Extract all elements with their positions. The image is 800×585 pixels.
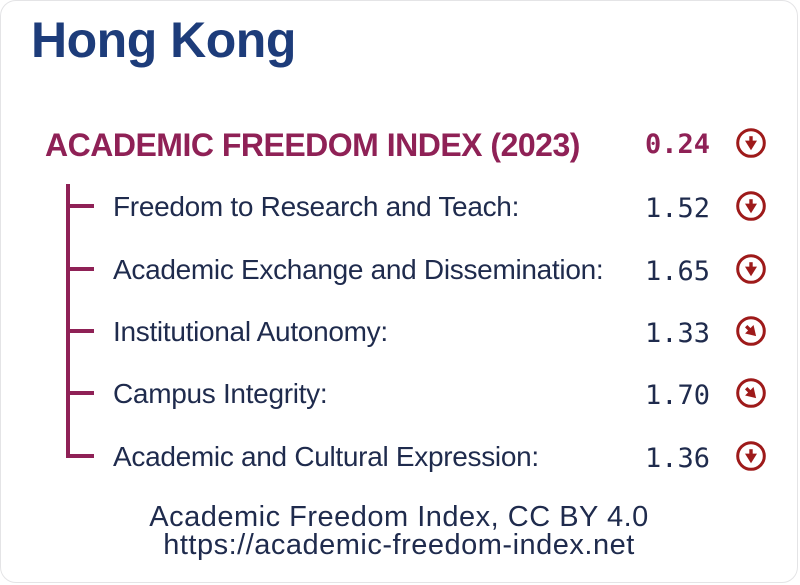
trend-down-icon — [735, 190, 767, 222]
country-title: Hong Kong — [31, 12, 296, 68]
indicator-value: 1.65 — [644, 256, 710, 287]
indicator-label: Academic Exchange and Dissemination: — [113, 254, 604, 285]
indicator-label: Freedom to Research and Teach: — [113, 191, 520, 222]
tree-tick — [66, 391, 94, 395]
indicator-label: Institutional Autonomy: — [113, 316, 388, 347]
trend-down-right-icon — [730, 310, 772, 352]
indicator-value: 1.33 — [644, 318, 710, 349]
attribution-license-text: Academic Freedom Index, CC BY 4.0 — [149, 501, 649, 533]
afi-header-value: 0.24 — [644, 129, 710, 160]
attribution-footer: Academic Freedom Index, CC BY 4.0 https:… — [1, 501, 797, 561]
indicator-label: Academic and Cultural Expression: — [113, 441, 539, 472]
indicator-value: 1.36 — [644, 443, 710, 474]
tree-tick — [66, 267, 94, 271]
trend-down-icon — [735, 127, 767, 159]
trend-down-icon — [735, 440, 767, 472]
tree-tick — [66, 329, 94, 333]
indicator-row: Freedom to Research and Teach: 1.52 — [1, 189, 797, 224]
indicator-value: 1.52 — [644, 193, 710, 224]
afi-header-row: ACADEMIC FREEDOM INDEX (2023) 0.24 — [1, 126, 797, 163]
tree-tick — [66, 454, 94, 458]
indicator-row: Academic and Cultural Expression: 1.36 — [1, 439, 797, 474]
indicator-row: Campus Integrity: 1.70 — [1, 372, 797, 414]
indicator-value: 1.70 — [644, 380, 710, 411]
indicator-label: Campus Integrity: — [113, 378, 328, 409]
attribution-url-text: https://academic-freedom-index.net — [163, 529, 635, 561]
tree-vertical-line — [66, 184, 70, 458]
trend-down-right-icon — [730, 372, 772, 414]
indicator-row: Institutional Autonomy: 1.33 — [1, 310, 797, 352]
indicator-row: Academic Exchange and Dissemination: 1.6… — [1, 252, 797, 287]
trend-down-icon — [735, 253, 767, 285]
tree-tick — [66, 204, 94, 208]
afi-header-label: ACADEMIC FREEDOM INDEX (2023) — [45, 127, 580, 163]
